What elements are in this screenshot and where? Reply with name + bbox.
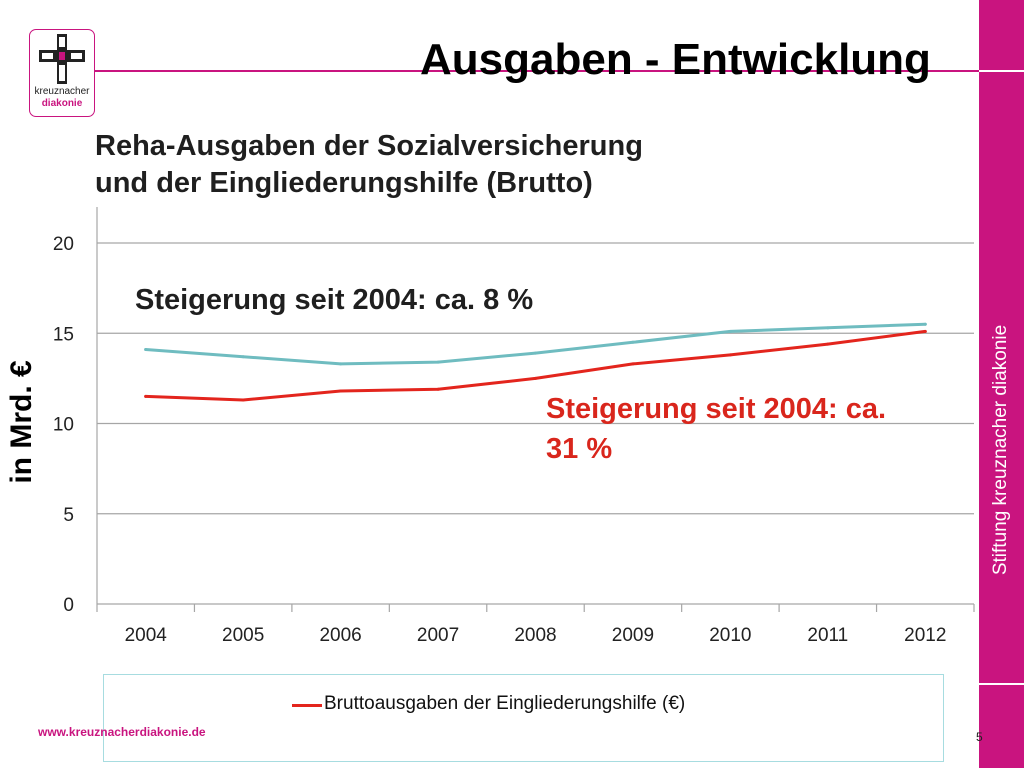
- chart-subtitle-line2: und der Eingliederungshilfe (Brutto): [95, 167, 593, 199]
- slide-title: Ausgaben - Entwicklung: [420, 35, 931, 84]
- data-point: [728, 353, 732, 357]
- data-point: [826, 326, 830, 330]
- x-tick-label: 2010: [709, 625, 751, 646]
- data-point: [436, 360, 440, 364]
- page-number: 5: [976, 730, 983, 744]
- annotation-top: Steigerung seit 2004: ca. 8 %: [135, 284, 533, 316]
- diakonie-cross-icon: [39, 34, 85, 84]
- data-point: [631, 362, 635, 366]
- data-point: [436, 387, 440, 391]
- data-point: [339, 362, 343, 366]
- data-point: [728, 329, 732, 333]
- data-point: [534, 351, 537, 355]
- x-tick-label: 2007: [417, 625, 459, 646]
- x-tick-label: 2008: [514, 625, 556, 646]
- y-tick-label: 10: [53, 415, 74, 436]
- title-rule: [95, 70, 979, 72]
- x-tick-label: 2006: [319, 625, 361, 646]
- chart-legend: Bruttoausgaben der Eingliederungshilfe (…: [103, 674, 944, 762]
- y-tick-label: 15: [53, 324, 74, 345]
- data-point: [144, 347, 148, 351]
- data-point: [923, 322, 927, 326]
- data-point: [923, 329, 927, 333]
- data-point: [144, 394, 148, 398]
- x-tick-label: 2012: [904, 625, 946, 646]
- data-point: [339, 389, 343, 393]
- x-tick-label: 2009: [612, 625, 654, 646]
- x-tick-label: 2004: [125, 625, 168, 646]
- data-point: [826, 342, 830, 346]
- legend-label-eingliederungshilfe: Bruttoausgaben der Eingliederungshilfe (…: [324, 693, 686, 714]
- data-point: [534, 376, 537, 380]
- annotation-bottom-line2: 31 %: [546, 433, 612, 465]
- sidebar-notch: [979, 70, 1024, 72]
- footer-url[interactable]: www.kreuznacherdiakonie.de: [38, 725, 206, 739]
- logo: kreuznacher diakonie: [29, 29, 95, 117]
- series-line-sozialversicherung: [144, 322, 927, 366]
- annotation-bottom-line1: Steigerung seit 2004: ca.: [546, 393, 886, 425]
- y-tick-label: 20: [53, 234, 74, 255]
- chart-subtitle-line1: Reha-Ausgaben der Sozialversicherung: [95, 130, 643, 162]
- data-point: [241, 355, 245, 359]
- y-tick-label: 5: [63, 505, 74, 526]
- y-tick-label: 0: [63, 595, 74, 616]
- legend-swatch-eingliederungshilfe: [292, 704, 322, 707]
- data-point: [241, 398, 245, 402]
- sidebar-notch: [979, 683, 1024, 685]
- chart-subtitle: Reha-Ausgaben der Sozialversicherung und…: [95, 128, 795, 202]
- data-point: [631, 340, 635, 344]
- series-line-eingliederungshilfe: [144, 329, 927, 402]
- logo-wordmark-line1: kreuznacher: [34, 86, 90, 97]
- x-tick-label: 2005: [222, 625, 264, 646]
- x-tick-label: 2011: [807, 625, 848, 646]
- brand-sidebar: Stiftung kreuznacher diakonie: [979, 0, 1024, 768]
- logo-wordmark-line2: diakonie: [41, 98, 83, 109]
